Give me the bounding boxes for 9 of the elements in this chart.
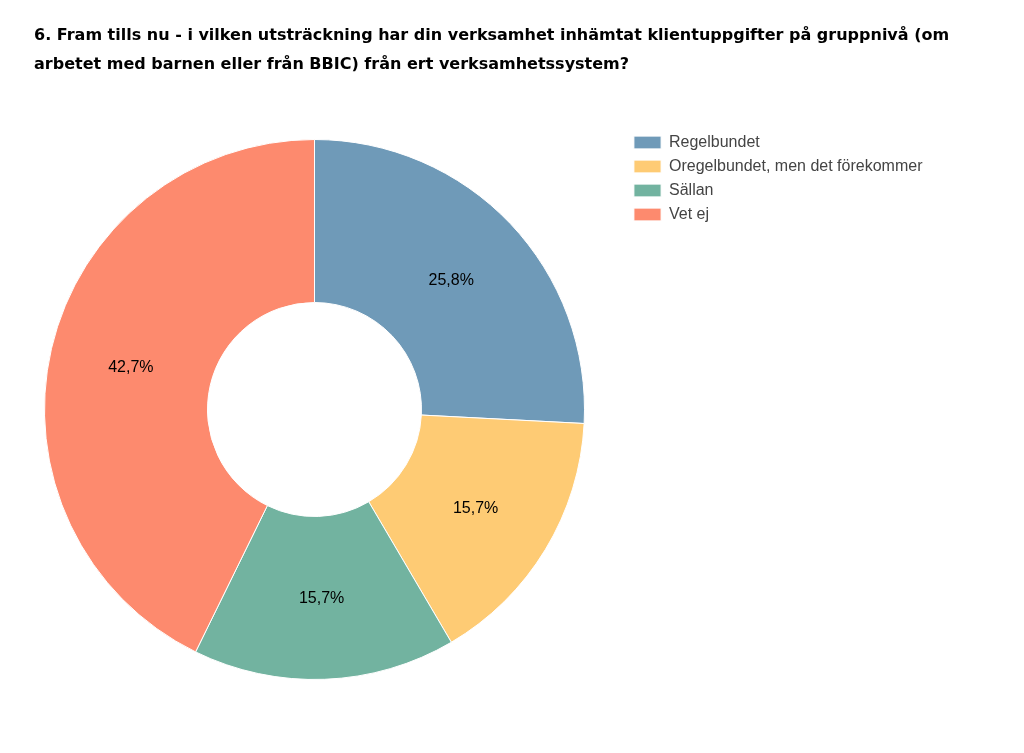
data-label: 15,7% [298, 589, 345, 607]
data-label: 25,8% [428, 271, 474, 289]
legend-label: Vet ej [669, 205, 710, 223]
data-label: 15,7% [452, 498, 499, 516]
legend-label: Regelbundet [669, 133, 760, 151]
legend-label: Sällan [669, 181, 714, 199]
legend-label: Oregelbundet, men det förekommer [669, 157, 923, 175]
chart-title: 6. Fram tills nu - i vilken utsträckning har din verksamhet inhämtat klientuppgifter på gruppnivå (om arbetet med barnen eller från BBIC) från ert verksamhetssystem? [34, 24, 951, 75]
data-label: 42,7% [108, 358, 154, 376]
